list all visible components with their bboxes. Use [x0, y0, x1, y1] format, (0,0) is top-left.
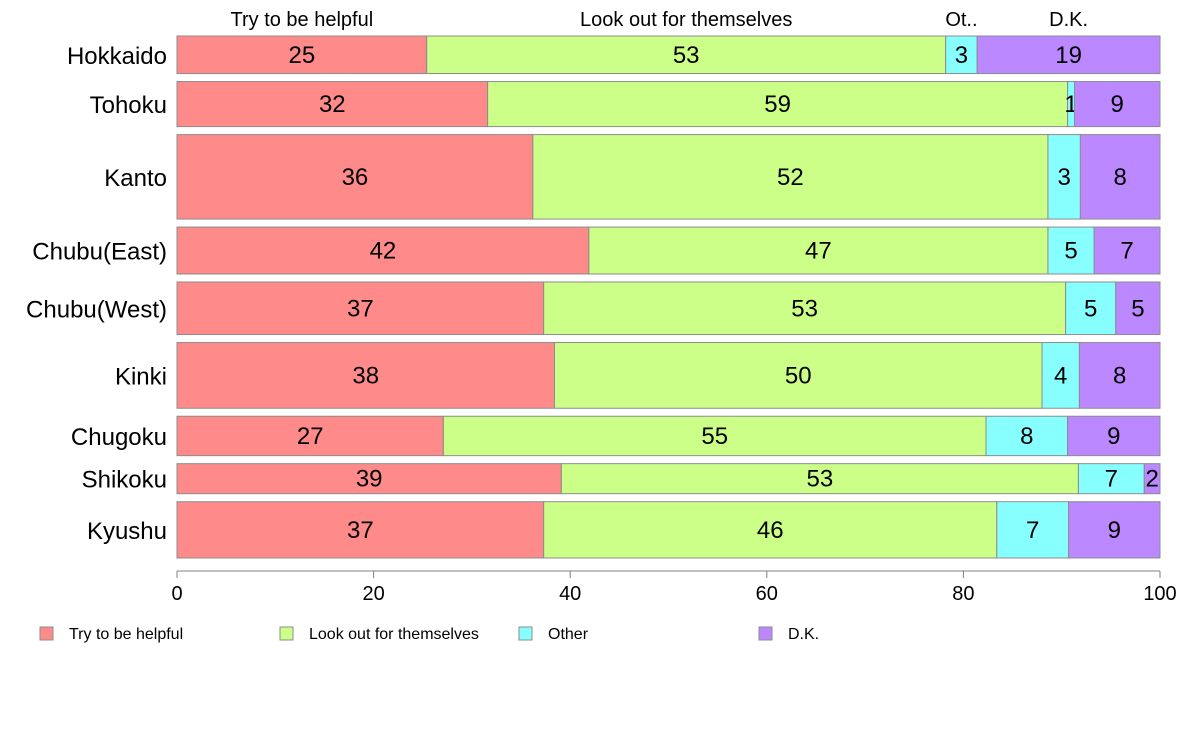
- bar-segment: [945, 35, 978, 75]
- data-label: 9: [1111, 91, 1124, 118]
- data-label: 3: [955, 42, 968, 69]
- bar-segment: [176, 281, 545, 336]
- bar-segment: [1093, 226, 1161, 275]
- x-tick-label: 80: [952, 583, 974, 605]
- data-label: 3: [1057, 164, 1070, 191]
- column-header: Try to be helpful: [231, 9, 374, 31]
- bar-segment: [176, 35, 428, 75]
- bar-segment: [1067, 415, 1161, 457]
- data-label: 27: [297, 423, 324, 450]
- x-tick-label: 100: [1143, 583, 1176, 605]
- category-label: Kinki: [115, 363, 167, 390]
- data-label: 7: [1105, 466, 1118, 493]
- bar-segment: [1078, 342, 1161, 409]
- data-label: 39: [356, 466, 383, 493]
- column-headers: Try to be helpful Look out for themselves…: [231, 9, 1089, 31]
- legend-swatch: [518, 626, 533, 641]
- bar-segment: [176, 501, 545, 559]
- data-label: 37: [347, 517, 374, 544]
- legend-swatch: [758, 626, 773, 641]
- bar-segment: [985, 415, 1069, 457]
- data-label: 50: [785, 362, 812, 389]
- bar-segment: [176, 342, 555, 409]
- data-label: 47: [805, 238, 832, 265]
- bar-segment: [442, 415, 987, 457]
- data-label: 8: [1020, 423, 1033, 450]
- data-label: 55: [701, 423, 728, 450]
- data-label: 36: [342, 164, 369, 191]
- bar-segment: [560, 463, 1079, 495]
- legend: Try to be helpful Look out for themselves…: [39, 626, 819, 643]
- x-tick-label: 0: [171, 583, 182, 605]
- data-label: 52: [777, 164, 804, 191]
- data-label: 2: [1145, 466, 1158, 493]
- data-label: 5: [1064, 238, 1077, 265]
- data-label: 25: [288, 42, 315, 69]
- category-label: Chubu(East): [32, 239, 167, 266]
- legend-label: D.K.: [788, 626, 819, 643]
- category-label: Shikoku: [82, 467, 167, 494]
- column-header: Ot..: [945, 9, 977, 31]
- data-label: 42: [370, 238, 397, 265]
- bar-segment: [532, 134, 1049, 220]
- bar-segment: [1115, 281, 1161, 336]
- bar-segment: [1073, 81, 1161, 128]
- bar-segment: [426, 35, 947, 75]
- category-label: Kyushu: [87, 518, 167, 545]
- category-label: Hokkaido: [67, 43, 167, 70]
- category-label: Chubu(West): [26, 296, 167, 323]
- data-label: 5: [1131, 295, 1144, 322]
- bar-segment: [1065, 281, 1117, 336]
- data-label: 53: [673, 42, 700, 69]
- bar-segment: [176, 81, 489, 128]
- data-label: 5: [1084, 295, 1097, 322]
- legend-label: Other: [548, 626, 589, 643]
- data-label: 53: [791, 295, 818, 322]
- data-label: 9: [1107, 423, 1120, 450]
- data-label: 7: [1026, 517, 1039, 544]
- bar-segment: [976, 35, 1161, 75]
- data-label: 7: [1120, 238, 1133, 265]
- data-label: 37: [347, 295, 374, 322]
- bar-segment: [553, 342, 1043, 409]
- category-label: Kanto: [104, 165, 167, 192]
- bar-segment: [176, 415, 444, 457]
- data-label: 8: [1113, 362, 1126, 389]
- legend-label: Try to be helpful: [69, 626, 183, 643]
- legend-label: Look out for themselves: [309, 626, 479, 643]
- legend-swatch: [39, 626, 54, 641]
- data-label: 8: [1114, 164, 1127, 191]
- x-tick-label: 20: [362, 583, 384, 605]
- x-tick-label: 60: [756, 583, 778, 605]
- bar-segment: [543, 501, 998, 559]
- category-labels: Hokkaido Tohoku Kanto Chubu(East) Chubu(West…: [26, 43, 167, 545]
- data-label: 19: [1055, 42, 1082, 69]
- data-label: 32: [319, 91, 346, 118]
- bar-segment: [176, 226, 590, 275]
- category-label: Tohoku: [90, 92, 167, 119]
- data-label: 53: [807, 466, 834, 493]
- data-label: 46: [757, 517, 784, 544]
- bar-segment: [1079, 134, 1161, 220]
- x-axis: 0 20 40 60 80 100: [171, 570, 1177, 605]
- data-label: 59: [764, 91, 791, 118]
- legend-swatch: [279, 626, 294, 641]
- bar-segment: [1041, 342, 1080, 409]
- bar-segment: [487, 81, 1069, 128]
- bar-segment: [176, 134, 534, 220]
- bar-segment: [1143, 463, 1161, 495]
- column-header: D.K.: [1049, 9, 1088, 31]
- bar-segment: [588, 226, 1049, 275]
- data-label: 9: [1108, 517, 1121, 544]
- column-header: Look out for themselves: [580, 9, 792, 31]
- data-label: 38: [352, 362, 379, 389]
- bar-segment: [543, 281, 1067, 336]
- x-tick-label: 40: [559, 583, 581, 605]
- data-label: 4: [1054, 362, 1067, 389]
- bar-segment: [1068, 501, 1161, 559]
- category-label: Chugoku: [71, 424, 167, 451]
- bar-segment: [176, 463, 562, 495]
